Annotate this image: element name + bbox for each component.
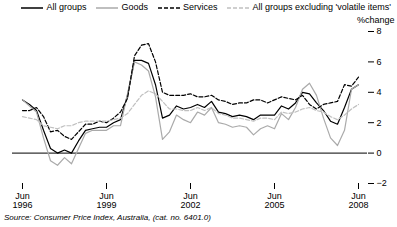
svg-text:−2: −2: [377, 178, 387, 188]
svg-text:0: 0: [377, 148, 382, 158]
svg-text:Jun2005: Jun2005: [264, 191, 284, 210]
svg-text:Jun1996: Jun1996: [12, 191, 32, 210]
svg-text:8: 8: [377, 26, 382, 36]
svg-text:%change: %change: [357, 15, 395, 25]
svg-text:6: 6: [377, 57, 382, 67]
html-text:All groups excluding 'volatile: All groups excluding 'volatile items': [252, 2, 391, 12]
html-text:Source: Consumer Price Index,: Source: Consumer Price Index, Australia,…: [4, 213, 211, 222]
svg-text:4: 4: [377, 87, 382, 97]
svg-text:Jun2008: Jun2008: [348, 191, 368, 210]
svg-text:Jun1999: Jun1999: [96, 191, 116, 210]
svg-text:Jun2002: Jun2002: [180, 191, 200, 210]
svg-text:2: 2: [377, 118, 382, 128]
html-text:All groups: All groups: [46, 2, 87, 12]
html-text:Services: Services: [183, 2, 218, 12]
html-text:Goods: Goods: [121, 2, 148, 12]
